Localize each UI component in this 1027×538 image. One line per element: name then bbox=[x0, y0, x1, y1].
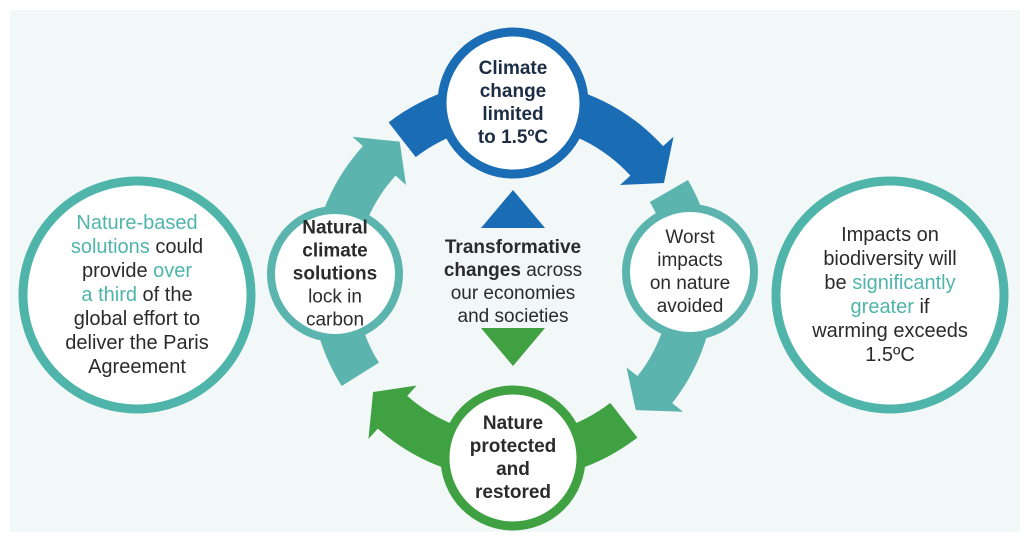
text-line: and societies bbox=[444, 305, 582, 328]
text-line: restored bbox=[470, 481, 557, 504]
text-span: change bbox=[479, 81, 547, 102]
text-span: if bbox=[913, 296, 930, 318]
up-triangle bbox=[481, 190, 545, 228]
node-label: Transformative changes across our economie… bbox=[444, 236, 582, 328]
text-line: a third of the bbox=[65, 283, 208, 307]
down-triangle bbox=[481, 328, 545, 366]
text-span: could bbox=[149, 236, 204, 258]
text-span: and societies bbox=[457, 306, 569, 327]
text-span: greater bbox=[850, 296, 914, 318]
text-line: Transformative bbox=[444, 236, 582, 259]
text-line: provide over bbox=[65, 259, 208, 283]
text-span: significantly bbox=[852, 272, 956, 294]
text-span: across bbox=[520, 260, 583, 281]
text-span: impacts bbox=[657, 250, 723, 271]
text-line: solutions could bbox=[65, 235, 208, 259]
text-line: be significantly bbox=[812, 271, 968, 295]
text-span: our economies bbox=[450, 283, 576, 304]
text-line: protected bbox=[470, 435, 557, 458]
text-span: biodiversity will bbox=[823, 248, 957, 270]
text-span: to 1.5ºC bbox=[477, 127, 549, 148]
node-label: Impacts on biodiversity will be significan… bbox=[812, 223, 968, 367]
text-span: on nature bbox=[649, 273, 731, 294]
text-line: solutions bbox=[293, 263, 377, 286]
text-span: Worst bbox=[665, 227, 715, 248]
text-line: deliver the Paris bbox=[65, 331, 208, 355]
text-line: Climate bbox=[478, 57, 548, 80]
node-label: Natural climate solutions lock in carbon bbox=[293, 217, 377, 332]
left-small-circle bbox=[267, 206, 403, 342]
text-line: greater if bbox=[812, 295, 968, 319]
text-span: restored bbox=[474, 482, 552, 503]
text-line: Agreement bbox=[65, 355, 208, 379]
text-span: of the bbox=[136, 284, 193, 306]
text-span: Climate bbox=[478, 58, 548, 79]
text-span: Natural bbox=[302, 217, 368, 239]
text-line: climate bbox=[293, 240, 377, 263]
right-circle bbox=[771, 176, 1009, 414]
text-line: limited bbox=[478, 103, 548, 126]
text-line: Worst bbox=[650, 226, 730, 249]
text-span: Nature bbox=[482, 413, 544, 434]
top-circle bbox=[437, 27, 589, 179]
text-span: warming exceeds bbox=[812, 320, 968, 342]
text-span: be bbox=[824, 272, 853, 294]
node-label: Climate change limited to 1.5ºC bbox=[478, 57, 548, 149]
text-span: Agreement bbox=[88, 356, 186, 378]
text-span: Transformative bbox=[444, 237, 582, 258]
text-line: change bbox=[478, 80, 548, 103]
text-span: over bbox=[153, 260, 193, 282]
text-line: our economies bbox=[444, 282, 582, 305]
text-line: on nature bbox=[650, 272, 730, 295]
bottom-circle bbox=[440, 385, 586, 531]
node-label: Nature protected and restored bbox=[470, 412, 557, 504]
text-line: Natural bbox=[293, 217, 377, 240]
text-span: global effort to bbox=[73, 308, 201, 330]
text-span: provide bbox=[81, 260, 154, 282]
text-line: avoided bbox=[650, 295, 730, 318]
text-line: to 1.5ºC bbox=[478, 126, 548, 149]
text-span: limited bbox=[482, 104, 544, 125]
text-span: Nature-based bbox=[76, 212, 198, 234]
left-circle bbox=[18, 176, 256, 414]
text-span: deliver the Paris bbox=[65, 332, 209, 354]
text-span: protected bbox=[469, 436, 557, 457]
text-line: Nature-based bbox=[65, 211, 208, 235]
text-span: avoided bbox=[656, 296, 724, 317]
text-line: 1.5ºC bbox=[812, 343, 968, 367]
text-line: global effort to bbox=[65, 307, 208, 331]
node-label: Nature-based solutions could provide over a… bbox=[65, 211, 208, 379]
text-span: Impacts on bbox=[841, 224, 939, 246]
text-span: lock in bbox=[308, 286, 362, 308]
text-line: impacts bbox=[650, 249, 730, 272]
text-span: climate bbox=[302, 240, 368, 262]
text-line: Nature bbox=[470, 412, 557, 435]
text-span: and bbox=[496, 459, 530, 480]
text-span: changes bbox=[443, 260, 521, 281]
text-line: lock in bbox=[293, 286, 377, 309]
right-small-circle bbox=[622, 204, 758, 340]
text-span: a third bbox=[81, 284, 137, 306]
node-label: Worst impacts on nature avoided bbox=[650, 226, 730, 318]
text-line: carbon bbox=[293, 309, 377, 332]
text-span: solutions bbox=[292, 263, 378, 285]
text-line: Impacts on bbox=[812, 223, 968, 247]
text-line: and bbox=[470, 458, 557, 481]
text-span: 1.5ºC bbox=[865, 344, 915, 366]
text-line: warming exceeds bbox=[812, 319, 968, 343]
text-line: biodiversity will bbox=[812, 247, 968, 271]
text-span: carbon bbox=[305, 309, 365, 331]
text-span: solutions bbox=[70, 236, 150, 258]
text-line: changes across bbox=[444, 259, 582, 282]
